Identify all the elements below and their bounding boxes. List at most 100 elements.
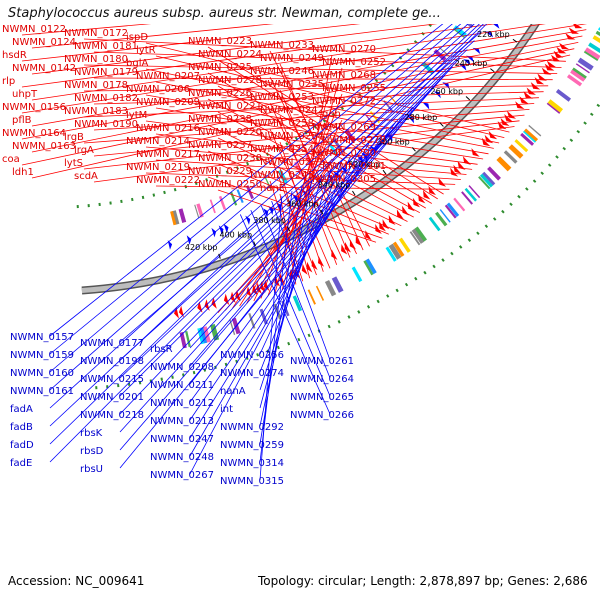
forward-gene-label: NWMN_0254 — [250, 144, 314, 155]
forward-gene-label: NWMN_0272 — [312, 96, 376, 107]
reverse-label-leader — [119, 49, 468, 379]
forward-gene-arrow — [541, 67, 552, 75]
cog-feature-block — [546, 102, 561, 114]
forward-gene-label: NWMN_0209 — [136, 97, 200, 108]
reverse-gene-label: NWMN_0292 — [220, 422, 284, 433]
forward-gene-arrow — [331, 249, 338, 260]
kbp-tick-mark — [320, 209, 324, 215]
forward-gene-label: NWMN_0180 — [64, 54, 128, 65]
forward-label-leader — [93, 126, 515, 183]
kbp-tick-mark — [411, 147, 416, 152]
cog-feature-block — [199, 327, 208, 344]
map-title: Staphylococcus aureus subsp. aureus str.… — [8, 6, 441, 21]
forward-gene-arrow — [423, 190, 431, 200]
forward-gene-arrow — [375, 223, 382, 234]
reverse-gene-label: NWMN_0261 — [290, 356, 354, 367]
forward-gene-label: NWMN_0229 — [188, 166, 252, 177]
forward-label-leader — [145, 172, 456, 185]
forward-label-leader — [279, 141, 324, 272]
forward-gene-label: NWMN_0224 — [198, 49, 262, 60]
reverse-gene-label: NWMN_0215 — [80, 374, 144, 385]
forward-gene-arrow — [301, 263, 308, 275]
reverse-gene-label: fadE — [10, 458, 32, 469]
forward-label-leader — [83, 64, 558, 74]
forward-gene-label: NWMN_0246 — [250, 66, 314, 77]
forward-gene-arrow — [537, 73, 547, 81]
forward-gene-arrow — [246, 286, 252, 298]
cog-feature-block — [172, 210, 180, 225]
cog-feature-block — [468, 185, 481, 199]
reverse-gene-label: NWMN_0264 — [290, 374, 354, 385]
forward-gene-label: NWMN_0268 — [312, 70, 376, 81]
forward-label-leader — [288, 54, 333, 288]
forward-gene-arrow — [318, 256, 325, 267]
cog-feature-block — [528, 124, 542, 137]
cog-feature-block — [520, 132, 535, 146]
reverse-gene-label: NWMN_0159 — [10, 350, 74, 361]
forward-gene-label: uhpT — [12, 89, 38, 100]
reverse-gene-label: NWMN_0213 — [150, 416, 214, 427]
forward-gene-label: NWMN_0163 — [12, 141, 76, 152]
forward-label-leader — [145, 120, 478, 165]
kbp-tick-mark — [218, 253, 221, 259]
forward-gene-arrow — [484, 134, 494, 144]
forward-gene-arrow — [534, 77, 545, 85]
cog-feature-block — [210, 323, 220, 341]
forward-label-leader — [93, 91, 544, 105]
forward-label-leader — [217, 59, 438, 200]
cog-feature-block — [351, 266, 363, 283]
reverse-gene-labels: NWMN_0157 NWMN_0159 NWMN_0160 NWMN_0161 fadA… — [10, 332, 354, 487]
forward-label-leader — [155, 81, 494, 149]
forward-gene-label: NWMN_0183 — [64, 106, 128, 117]
reverse-gene-label: NWMN_0274 — [220, 368, 284, 379]
reverse-label-leader — [260, 205, 331, 379]
forward-gene-label: NWMN_0206 — [126, 84, 190, 95]
forward-gene-label: NWMN_0230 — [198, 153, 262, 164]
reverse-label-leader — [259, 191, 293, 463]
forward-gene-arrow — [450, 167, 459, 177]
forward-label-leader — [145, 42, 510, 133]
cog-feature-block — [584, 47, 600, 60]
forward-gene-label: NWMN_0245 — [250, 170, 314, 181]
reverse-gene-label: rbsK — [80, 428, 103, 439]
cog-feature-block — [385, 246, 397, 262]
cog-feature-block — [413, 226, 428, 243]
kbp-tick-mark — [439, 122, 444, 127]
reverse-label-leader — [259, 168, 332, 391]
forward-label-leader — [267, 93, 343, 297]
reverse-gene-label: nanA — [220, 386, 246, 397]
cog-feature-block — [514, 139, 529, 153]
reverse-gene-arrow — [422, 102, 430, 110]
cog-feature-block — [411, 228, 424, 244]
cog-feature-block — [248, 312, 256, 329]
forward-gene-label: NWMN_0255 — [322, 83, 386, 94]
accession-label: Accession: NC_009641 — [8, 574, 144, 588]
cog-feature-block — [292, 295, 303, 312]
forward-gene-arrow — [471, 148, 480, 157]
forward-gene-arrow — [428, 185, 436, 196]
kbp-tick-mark — [287, 226, 291, 232]
cog-feature-block — [170, 211, 177, 226]
cog-feature-block — [392, 241, 405, 257]
forward-label-leader — [207, 46, 444, 195]
cog-feature-block — [577, 57, 594, 71]
forward-gene-arrow — [551, 54, 561, 62]
forward-label-leader — [83, 38, 566, 62]
forward-gene-label: NWMN_0238 — [188, 114, 252, 125]
forward-gene-arrow — [178, 305, 184, 318]
forward-gene-label: NWMN_0252 — [322, 57, 386, 68]
kbp-tick-label: 340 kbp — [318, 181, 351, 190]
forward-label-leader — [269, 50, 370, 247]
forward-gene-label: ldh1 — [12, 167, 34, 178]
kbp-tick-label: 420 kbp — [185, 243, 218, 252]
cog-feature-block — [566, 74, 583, 87]
forward-label-leader — [207, 72, 433, 204]
cog-feature-block — [202, 326, 211, 343]
kbp-tick-mark — [352, 190, 356, 196]
forward-label-leader — [269, 154, 317, 276]
forward-gene-label: NWMN_0216 — [136, 123, 200, 134]
forward-gene-arrow — [515, 101, 525, 109]
reverse-gene-label: NWMN_0266 — [290, 410, 354, 421]
cog-feature-block — [435, 211, 448, 227]
